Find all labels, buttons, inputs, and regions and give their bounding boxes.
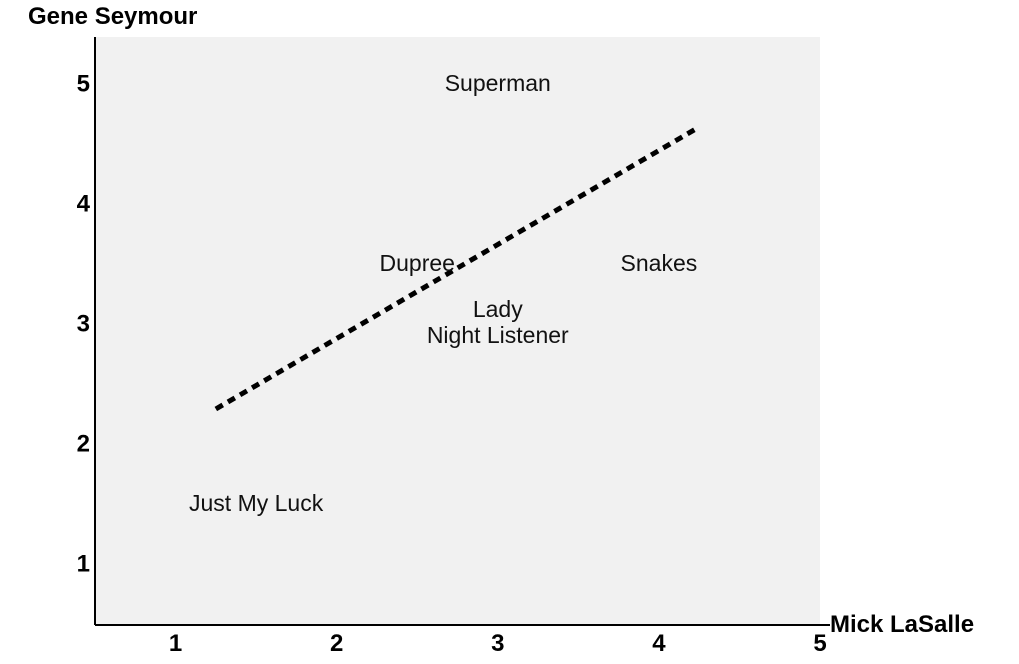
y-tick-label-2: 3: [77, 310, 90, 337]
point-label-0: Superman: [445, 70, 551, 96]
y-axis-title: Gene Seymour: [28, 3, 197, 30]
x-tick-labels: 1 2 3 4 5: [169, 630, 827, 657]
point-label-3: Lady: [473, 296, 523, 322]
x-tick-label-4: 5: [813, 630, 826, 657]
y-tick-label-4: 5: [77, 70, 90, 97]
y-tick-label-3: 4: [77, 190, 91, 217]
point-label-4: Night Listener: [427, 322, 569, 348]
x-tick-label-1: 2: [330, 630, 343, 657]
point-label-2: Snakes: [621, 250, 698, 276]
x-tick-label-0: 1: [169, 630, 182, 657]
x-axis-title: Mick LaSalle: [830, 611, 974, 638]
point-label-5: Just My Luck: [189, 490, 324, 516]
x-tick-label-2: 3: [491, 630, 504, 657]
y-tick-label-1: 2: [77, 430, 90, 457]
y-tick-labels: 1 2 3 4 5: [77, 70, 91, 577]
x-tick-label-3: 4: [652, 630, 666, 657]
y-tick-label-0: 1: [77, 550, 90, 577]
point-label-1: Dupree: [380, 250, 455, 276]
